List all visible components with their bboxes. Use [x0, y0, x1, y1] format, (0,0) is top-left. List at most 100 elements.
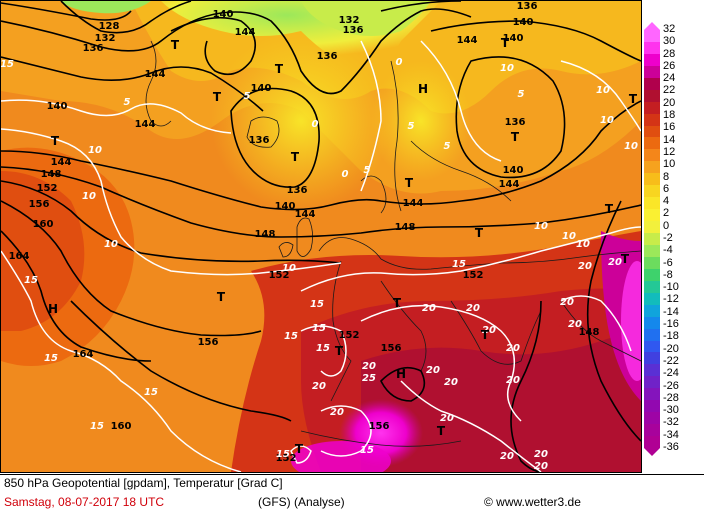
color-scale-swatch [644, 137, 660, 150]
pressure-center-label: H [418, 82, 428, 96]
temperature-label: 5 [408, 121, 415, 132]
geopotential-label: 144 [295, 209, 316, 220]
color-scale-label: -32 [663, 416, 679, 429]
color-scale-label: -24 [663, 367, 679, 380]
geopotential-label: 132 [339, 15, 360, 26]
temperature-label: 5 [444, 141, 451, 152]
temperature-label: 20 [426, 365, 440, 376]
temperature-label: 20 [608, 257, 622, 268]
color-scale-label: 10 [663, 158, 676, 171]
geopotential-label: 136 [287, 185, 308, 196]
color-scale-label: 4 [663, 195, 670, 208]
pressure-center-label: T [171, 38, 180, 52]
temperature-label: 20 [330, 407, 344, 418]
temperature-label: 25 [362, 373, 376, 384]
temperature-label: 20 [444, 377, 458, 388]
pressure-center-label: H [48, 302, 58, 316]
pressure-center-labels: T T T T T T T T T T T T T T T T T T H H H [48, 36, 638, 456]
temperature-label: 20 [506, 375, 520, 386]
color-scale-swatch [644, 161, 660, 174]
geopotential-label: 136 [505, 117, 526, 128]
geopotential-label: 152 [37, 183, 58, 194]
geopotential-label: 144 [235, 27, 256, 38]
geopotential-label: 144 [403, 198, 424, 209]
geopotential-label: 132 [95, 33, 116, 44]
color-scale-label: -12 [663, 293, 679, 306]
geopotential-label: 140 [47, 101, 68, 112]
pressure-center-label: H [396, 367, 406, 381]
map-title: 850 hPa Geopotential [gpdam], Temperatur… [4, 476, 283, 490]
geopotential-label: 140 [503, 165, 524, 176]
temperature-label: 20 [312, 381, 326, 392]
geopotential-label: 156 [29, 199, 50, 210]
color-scale-swatch [644, 304, 660, 318]
geopotential-label: 160 [111, 421, 132, 432]
temperature-label: 0 [396, 57, 403, 68]
temperature-label: 10 [596, 85, 610, 96]
geopotential-labels: 1281321361401441441441441401481521561601… [9, 1, 600, 464]
pressure-center-label: T [511, 130, 520, 144]
geopotential-label: 148 [579, 327, 600, 338]
color-scale-swatch [644, 113, 660, 127]
color-scale-swatch [644, 209, 660, 222]
temperature-label: 15 [90, 421, 104, 432]
temperature-label: 15 [144, 387, 158, 398]
color-scale-label: -8 [663, 268, 673, 281]
color-scale-swatch [644, 340, 660, 353]
temperature-label: 15 [316, 343, 330, 354]
temperature-label: 20 [506, 343, 520, 354]
color-scale-label: -34 [663, 428, 679, 441]
pressure-center-label: T [501, 36, 510, 50]
geopotential-label: 152 [339, 330, 360, 341]
pressure-center-label: T [475, 226, 484, 240]
color-scale-swatch [644, 400, 660, 413]
temperature-label: 5 [518, 89, 525, 100]
color-scale-label: 8 [663, 170, 670, 183]
pressure-center-label: T [291, 150, 300, 164]
color-scale-swatch [644, 268, 660, 282]
temperature-label: 15 [44, 353, 58, 364]
color-scale-label: -6 [663, 256, 673, 269]
color-scale-swatch [644, 280, 660, 294]
color-scale-swatch [644, 388, 660, 401]
temperature-label: 5 [244, 91, 251, 102]
color-scale-swatch [644, 376, 660, 389]
color-scale-label: -22 [663, 354, 679, 367]
geopotential-label: 148 [255, 229, 276, 240]
copyright-link[interactable]: © www.wetter3.de [484, 495, 581, 509]
temperature-label: 20 [534, 461, 548, 472]
geopotential-label: 140 [213, 9, 234, 20]
temperature-label: 10 [600, 115, 614, 126]
color-scale-label: 18 [663, 109, 676, 122]
color-scale-label: 28 [663, 47, 676, 60]
pressure-center-label: T [217, 290, 226, 304]
color-scale-swatch [644, 364, 660, 377]
color-scale-swatch [644, 424, 660, 437]
pressure-center-label: T [481, 328, 490, 342]
color-scale-label: -4 [663, 244, 673, 257]
geopotential-label: 152 [463, 270, 484, 281]
temperature-label: 10 [282, 263, 296, 274]
geopotential-label: 164 [9, 251, 30, 262]
color-scale-label: 14 [663, 133, 676, 146]
geopotential-label: 136 [343, 25, 364, 36]
color-scale-label: 12 [663, 145, 676, 158]
temperature-label: 15 [452, 259, 466, 270]
color-scale-swatch [644, 77, 660, 91]
geopotential-label: 144 [457, 35, 478, 46]
temperature-label: 20 [500, 451, 514, 462]
temperature-label: 15 [1, 59, 14, 70]
color-scale-label: -2 [663, 232, 673, 244]
geopotential-label: 152 [269, 270, 290, 281]
color-scale-swatch [644, 197, 660, 210]
pressure-center-label: T [605, 202, 614, 216]
color-scale-swatch [644, 89, 660, 103]
pressure-center-label: T [437, 424, 446, 438]
color-scale-label: -18 [663, 330, 679, 343]
color-scale-swatch [644, 185, 660, 198]
temperature-label: 0 [312, 119, 319, 130]
color-scale-swatch [644, 221, 660, 234]
geopotential-label: 148 [395, 222, 416, 233]
color-scale-arrow [644, 22, 660, 30]
